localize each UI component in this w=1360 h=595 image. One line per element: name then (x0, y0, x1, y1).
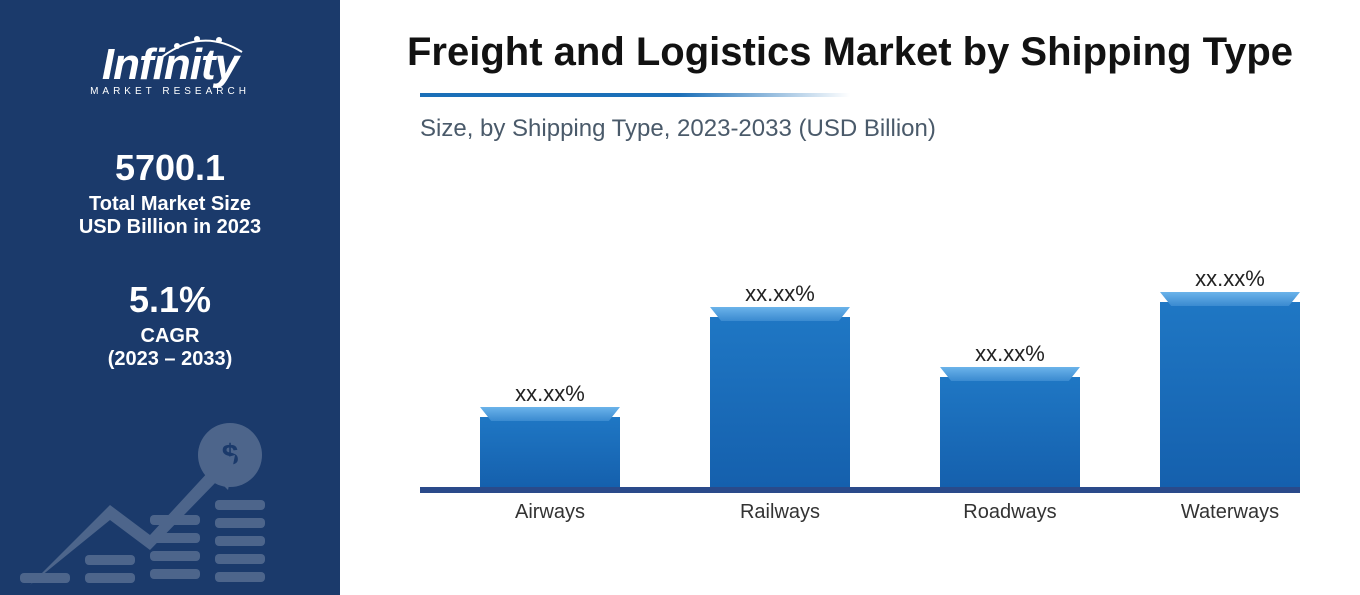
bar-front (1160, 302, 1300, 487)
bar-group-railways: xx.xx% (710, 281, 850, 487)
bar-front (480, 417, 620, 487)
logo: Infinity MARKET RESEARCH (20, 40, 320, 97)
bar-cap (480, 407, 620, 421)
bar-category-label: Railways (680, 501, 880, 524)
logo-main-text: Infinity (102, 40, 238, 90)
bar-value-label: xx.xx% (745, 281, 815, 307)
market-size-label-2: USD Billion in 2023 (20, 216, 320, 239)
bar-cap (710, 307, 850, 321)
bar-category-label: Roadways (910, 501, 1110, 524)
chart-subtitle: Size, by Shipping Type, 2023-2033 (USD B… (420, 115, 1300, 143)
title-divider (420, 93, 850, 97)
bar-value-label: xx.xx% (1195, 266, 1265, 292)
bar-category-label: Airways (450, 501, 650, 524)
chart-baseline (420, 487, 1300, 493)
bar-value-label: xx.xx% (515, 381, 585, 407)
bar-value-label: xx.xx% (975, 341, 1045, 367)
bar (1160, 302, 1300, 487)
logo-swoosh-icon (157, 32, 247, 62)
bar-chart: xx.xx% Airways xx.xx% Railways xx.xx% Ro… (420, 203, 1300, 533)
sidebar-bg-art-icon: $ (0, 415, 360, 595)
cagr-value: 5.1% (20, 279, 320, 321)
bar-front (710, 317, 850, 487)
market-size-value: 5700.1 (20, 147, 320, 189)
cagr-period: (2023 – 2033) (20, 348, 320, 371)
bar (940, 377, 1080, 487)
bar (480, 417, 620, 487)
cagr-block: 5.1% CAGR (2023 – 2033) (20, 279, 320, 371)
bar-group-airways: xx.xx% (480, 381, 620, 487)
bar-front (940, 377, 1080, 487)
market-size-block: 5700.1 Total Market Size USD Billion in … (20, 147, 320, 239)
bar-category-label: Waterways (1130, 501, 1330, 524)
bar-cap (940, 367, 1080, 381)
bar-group-roadways: xx.xx% (940, 341, 1080, 487)
sidebar: Infinity MARKET RESEARCH 5700.1 Total Ma… (0, 0, 340, 595)
bar (710, 317, 850, 487)
cagr-label: CAGR (20, 325, 320, 348)
bar-group-waterways: xx.xx% (1160, 266, 1300, 487)
bar-cap (1160, 292, 1300, 306)
main-panel: Freight and Logistics Market by Shipping… (340, 0, 1360, 595)
chart-title: Freight and Logistics Market by Shipping… (400, 30, 1300, 75)
market-size-label-1: Total Market Size (20, 193, 320, 216)
